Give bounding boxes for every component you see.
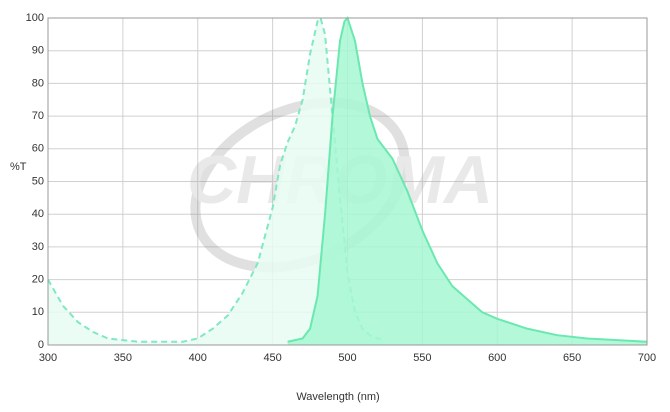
y-tick-label: 100 [26, 12, 44, 24]
y-tick-label: 50 [32, 175, 44, 187]
y-tick-label: 80 [32, 77, 44, 89]
y-tick-label: 30 [32, 241, 44, 253]
area-fill [48, 18, 385, 345]
y-tick-label: 70 [32, 110, 44, 122]
y-tick-label: 40 [32, 208, 44, 220]
y-tick-label: 90 [32, 45, 44, 57]
plot-frame [47, 17, 648, 346]
series-line [287, 16, 648, 343]
y-tick-label: 20 [32, 274, 44, 286]
y-tick-label: 0 [38, 339, 44, 351]
y-tick-label: 10 [32, 306, 44, 318]
area-fill [287, 18, 647, 345]
x-axis-label: Wavelength (nm) [296, 391, 379, 403]
x-tick-label: 650 [563, 352, 581, 364]
x-tick-label: 300 [39, 352, 57, 364]
x-tick-label: 550 [413, 352, 431, 364]
y-axis-label: %T [10, 161, 27, 173]
x-tick-label: 400 [189, 352, 207, 364]
x-tick-label: 700 [638, 352, 656, 364]
x-tick-label: 450 [263, 352, 281, 364]
x-tick-label: 500 [338, 352, 356, 364]
x-tick-label: 600 [488, 352, 506, 364]
x-tick-label: 350 [114, 352, 132, 364]
y-tick-label: 60 [32, 143, 44, 155]
